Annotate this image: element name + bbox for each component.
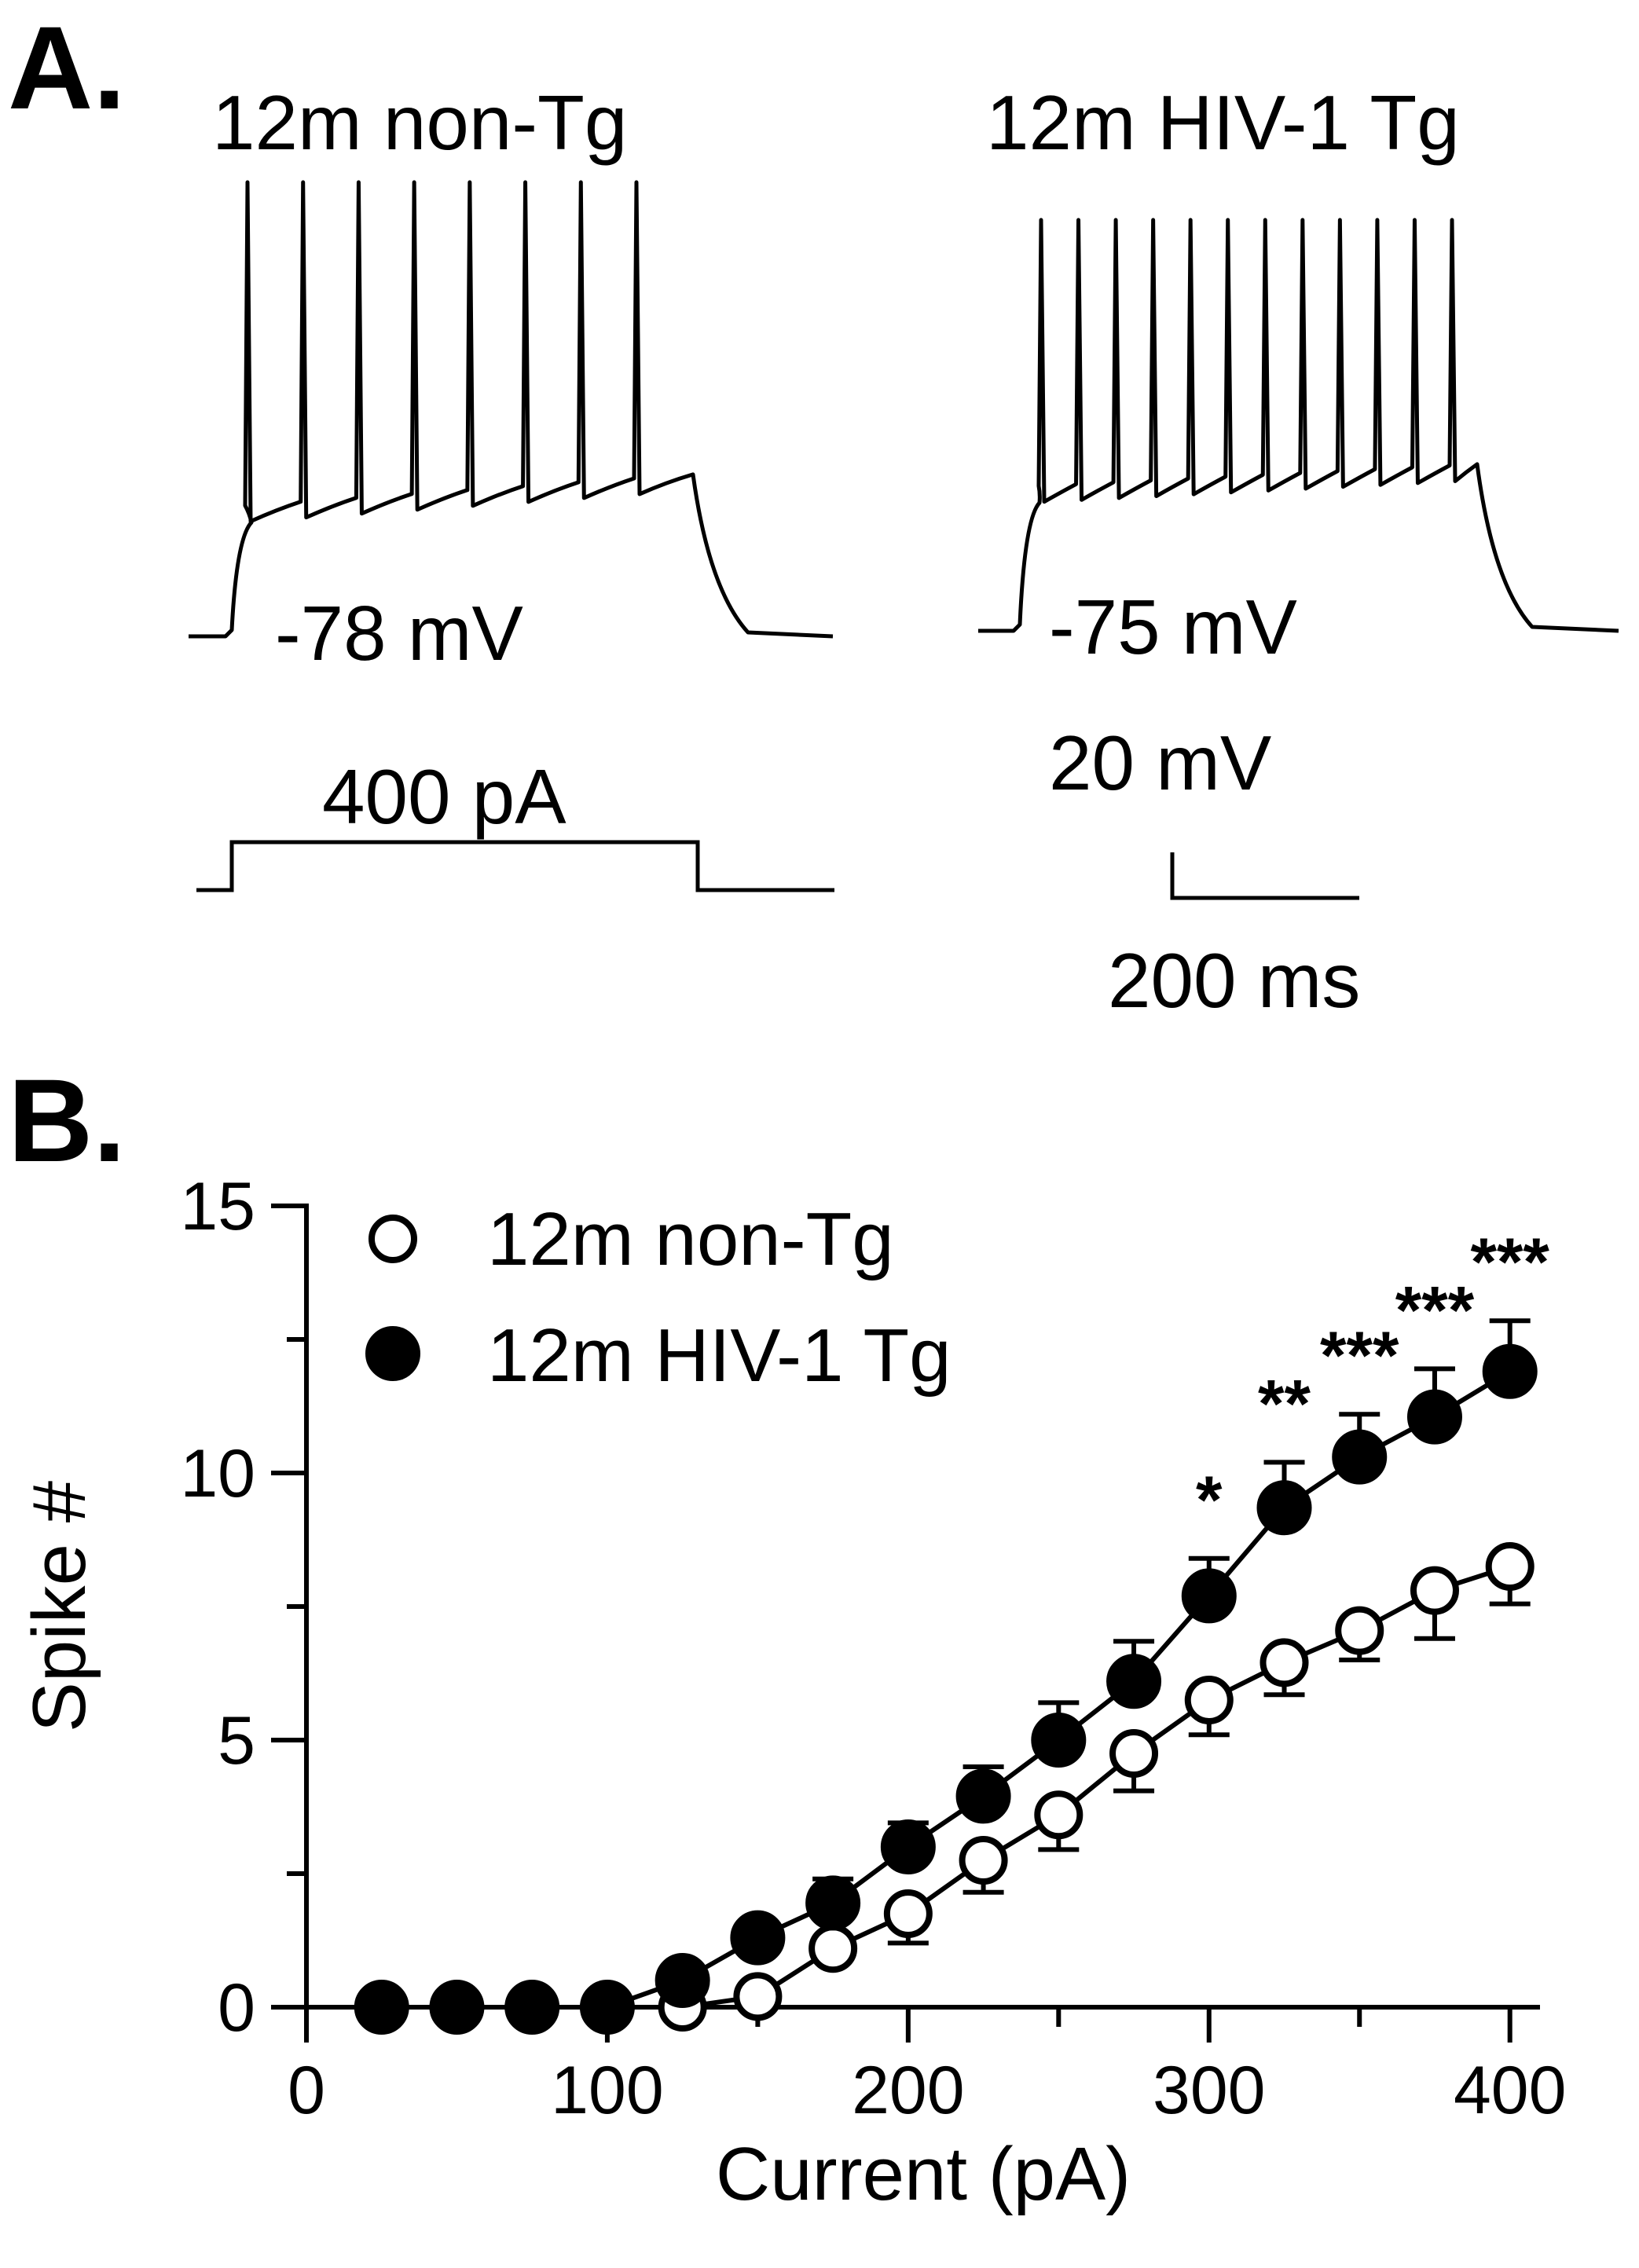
series-hiv-tg <box>354 1318 1538 2035</box>
trace-title-hiv-tg: 12m HIV-1 Tg <box>986 79 1460 166</box>
significance-marker: *** <box>1471 1225 1550 1300</box>
series-non-tg <box>357 1542 1534 2032</box>
panel-a: A. 12m non-Tg 12m HIV-1 Tg -78 mV -75 mV… <box>8 2 1619 1024</box>
data-point <box>1106 1654 1162 1709</box>
x-tick-label: 100 <box>551 2053 664 2128</box>
data-point <box>504 1980 560 2035</box>
data-point <box>955 1768 1011 1824</box>
significance-marker: *** <box>1395 1273 1475 1348</box>
data-point <box>579 1980 635 2035</box>
data-point <box>1031 1713 1087 1768</box>
legend-label-non-tg: 12m non-Tg <box>487 1197 894 1281</box>
data-point <box>1406 1389 1462 1445</box>
voltage-trace-non-tg <box>189 180 834 639</box>
significance-marker: * <box>1196 1463 1223 1538</box>
data-series <box>354 1318 1538 2035</box>
voltage-trace-hiv-tg <box>978 218 1619 633</box>
significance-marker: *** <box>1320 1318 1399 1394</box>
data-point <box>959 1836 1008 1885</box>
data-point <box>1109 1729 1159 1778</box>
stimulus-amplitude-label: 400 pA <box>322 753 566 840</box>
data-point <box>1332 1429 1388 1485</box>
y-tick-label: 10 <box>180 1436 255 1511</box>
data-point <box>1034 1790 1084 1840</box>
data-point <box>1256 1480 1312 1536</box>
y-axis-title: Spike # <box>17 1481 101 1732</box>
data-point <box>1482 1343 1538 1399</box>
y-tick-label: 0 <box>218 1970 255 2046</box>
spike-count-chart: 0 5 10 15 0 100 200 300 400 Spike # Current (pA… <box>17 1169 1566 2216</box>
data-point <box>880 1819 936 1874</box>
scale-bar <box>1170 852 1359 900</box>
legend: 12m non-Tg 12m HIV-1 Tg <box>365 1197 951 1398</box>
x-axis-title: Current (pA) <box>716 2132 1131 2216</box>
data-point <box>805 1875 861 1931</box>
scale-bar-voltage-label: 20 mV <box>1049 720 1271 806</box>
x-tick-label: 400 <box>1454 2053 1567 2128</box>
legend-marker-non-tg <box>368 1215 417 1263</box>
data-point <box>883 1889 933 1938</box>
significance-marker: ** <box>1258 1366 1311 1442</box>
current-step-trace <box>196 840 834 892</box>
data-point <box>808 1924 858 1973</box>
panel-b-letter: B. <box>8 1054 126 1186</box>
y-tick-label: 15 <box>180 1169 255 1244</box>
data-point <box>1410 1566 1459 1615</box>
scale-bar-time-label: 200 ms <box>1108 937 1360 1024</box>
x-tick-label: 200 <box>852 2053 965 2128</box>
data-point <box>1260 1638 1309 1687</box>
trace-title-non-tg: 12m non-Tg <box>212 79 627 166</box>
panel-b: B. 0 5 10 15 0 100 200 300 400 Spike # Current … <box>8 1054 1566 2216</box>
data-point <box>429 1980 485 2035</box>
data-point <box>1335 1606 1384 1655</box>
series-line <box>381 1369 1512 2010</box>
y-tick-label: 5 <box>218 1703 255 1779</box>
x-tick-label: 0 <box>288 2053 325 2128</box>
resting-potential-label-non-tg: -78 mV <box>275 590 523 676</box>
legend-label-hiv-tg: 12m HIV-1 Tg <box>487 1314 951 1398</box>
resting-potential-label-hiv-tg: -75 mV <box>1049 584 1297 670</box>
y-axis-ticks: 0 5 10 15 <box>180 1169 306 2046</box>
data-point <box>733 1972 783 2021</box>
x-axis-ticks: 0 100 200 300 400 <box>288 2007 1566 2128</box>
data-point <box>1181 1568 1237 1624</box>
data-point <box>654 1953 710 2008</box>
data-point <box>1184 1676 1234 1724</box>
data-point <box>354 1980 409 2035</box>
x-tick-label: 300 <box>1153 2053 1266 2128</box>
data-point <box>1485 1542 1534 1591</box>
significance-annotations: ************ <box>1196 1225 1549 1538</box>
panel-a-letter: A. <box>8 2 126 134</box>
data-point <box>730 1910 786 1966</box>
legend-marker-hiv-tg <box>365 1326 420 1381</box>
